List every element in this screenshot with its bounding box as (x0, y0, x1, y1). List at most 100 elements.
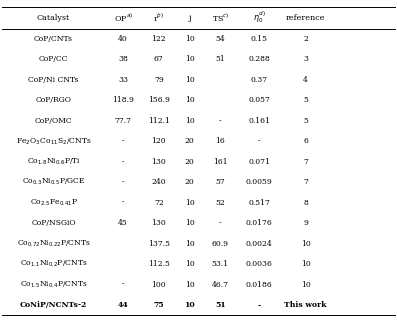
Text: 5: 5 (303, 96, 308, 104)
Text: 10: 10 (301, 240, 310, 248)
Text: 10: 10 (185, 76, 195, 84)
Text: 112.1: 112.1 (148, 117, 170, 125)
Text: 16: 16 (216, 137, 225, 145)
Text: 38: 38 (118, 56, 128, 63)
Text: 156.9: 156.9 (148, 96, 170, 104)
Text: 51: 51 (216, 56, 225, 63)
Text: 120: 120 (152, 137, 166, 145)
Text: 118.9: 118.9 (112, 96, 134, 104)
Text: 20: 20 (185, 178, 195, 186)
Text: reference: reference (286, 14, 326, 22)
Text: 10: 10 (185, 240, 195, 248)
Text: 0.517: 0.517 (248, 199, 270, 207)
Text: 7: 7 (303, 158, 308, 166)
Text: -: - (122, 137, 124, 145)
Text: 10: 10 (184, 301, 195, 309)
Text: 10: 10 (185, 117, 195, 125)
Text: -: - (122, 178, 124, 186)
Text: j: j (188, 14, 191, 22)
Text: 3: 3 (303, 56, 308, 63)
Text: 54: 54 (216, 35, 225, 43)
Text: 130: 130 (151, 219, 166, 227)
Text: 10: 10 (185, 219, 195, 227)
Text: 8: 8 (303, 199, 308, 207)
Text: CoP/NSGiO: CoP/NSGiO (31, 219, 76, 227)
Text: 51: 51 (215, 301, 225, 309)
Text: 10: 10 (301, 280, 310, 289)
Text: Catalyst: Catalyst (37, 14, 70, 22)
Text: 10: 10 (185, 260, 195, 268)
Text: CoP/RGO: CoP/RGO (36, 96, 71, 104)
Text: 100: 100 (152, 280, 166, 289)
Text: 112.5: 112.5 (148, 260, 170, 268)
Text: Co$_{0.3}$Ni$_{0.5}$P/GCE: Co$_{0.3}$Ni$_{0.5}$P/GCE (22, 177, 85, 188)
Text: r$^{b)}$: r$^{b)}$ (153, 11, 164, 24)
Text: 9: 9 (303, 219, 308, 227)
Text: This work: This work (284, 301, 327, 309)
Text: 0.0059: 0.0059 (246, 178, 272, 186)
Text: -: - (219, 117, 222, 125)
Text: -: - (122, 280, 124, 289)
Text: 57: 57 (216, 178, 225, 186)
Text: CoP/CNTs: CoP/CNTs (34, 35, 73, 43)
Text: OP$^{a)}$: OP$^{a)}$ (114, 11, 133, 24)
Text: Co$_{1.5}$Ni$_{0.4}$P/CNTs: Co$_{1.5}$Ni$_{0.4}$P/CNTs (19, 279, 88, 290)
Text: 0.0024: 0.0024 (246, 240, 272, 248)
Text: 10: 10 (185, 56, 195, 63)
Text: 44: 44 (118, 301, 129, 309)
Text: TS$^{c)}$: TS$^{c)}$ (212, 11, 229, 24)
Text: 77.7: 77.7 (115, 117, 131, 125)
Text: 53.1: 53.1 (212, 260, 229, 268)
Text: CoNiP/NCNTs-2: CoNiP/NCNTs-2 (20, 301, 87, 309)
Text: -: - (219, 219, 222, 227)
Text: 6: 6 (303, 137, 308, 145)
Text: 0.15: 0.15 (251, 35, 268, 43)
Text: 0.057: 0.057 (248, 96, 270, 104)
Text: 0.0186: 0.0186 (246, 280, 272, 289)
Text: 60.9: 60.9 (212, 240, 229, 248)
Text: 40: 40 (118, 35, 128, 43)
Text: 72: 72 (154, 199, 164, 207)
Text: CoP/CC: CoP/CC (39, 56, 68, 63)
Text: 20: 20 (185, 158, 195, 166)
Text: 10: 10 (185, 199, 195, 207)
Text: 4: 4 (303, 76, 308, 84)
Text: 79: 79 (154, 76, 164, 84)
Text: 161: 161 (213, 158, 227, 166)
Text: 137.5: 137.5 (148, 240, 170, 248)
Text: CoP/Ni CNTs: CoP/Ni CNTs (28, 76, 79, 84)
Text: 10: 10 (185, 96, 195, 104)
Text: 46.7: 46.7 (212, 280, 229, 289)
Text: 0.071: 0.071 (248, 158, 270, 166)
Text: 130: 130 (151, 158, 166, 166)
Text: 52: 52 (216, 199, 225, 207)
Text: 2: 2 (303, 35, 308, 43)
Text: 45: 45 (118, 219, 128, 227)
Text: -: - (258, 137, 260, 145)
Text: 0.288: 0.288 (248, 56, 270, 63)
Text: 0.0176: 0.0176 (246, 219, 272, 227)
Text: 67: 67 (154, 56, 164, 63)
Text: 7: 7 (303, 178, 308, 186)
Text: 75: 75 (154, 301, 164, 309)
Text: 20: 20 (185, 137, 195, 145)
Text: -: - (122, 199, 124, 207)
Text: 5: 5 (303, 117, 308, 125)
Text: Fe$_{2}$O$_{3}$Co$_{11}$S$_{2}$/CNTs: Fe$_{2}$O$_{3}$Co$_{11}$S$_{2}$/CNTs (16, 136, 91, 147)
Text: 10: 10 (185, 35, 195, 43)
Text: CoP/OMC: CoP/OMC (35, 117, 72, 125)
Text: Co$_{0.72}$Ni$_{0.22}$P/CNTs: Co$_{0.72}$Ni$_{0.22}$P/CNTs (17, 238, 91, 249)
Text: 10: 10 (185, 280, 195, 289)
Text: 33: 33 (118, 76, 128, 84)
Text: $\eta_{0}^{d)}$: $\eta_{0}^{d)}$ (253, 10, 265, 25)
Text: -: - (122, 158, 124, 166)
Text: 240: 240 (152, 178, 166, 186)
Text: 122: 122 (152, 35, 166, 43)
Text: Co$_{1.8}$Ni$_{0.6}$P/Ti: Co$_{1.8}$Ni$_{0.6}$P/Ti (27, 157, 81, 167)
Text: Co$_{2.5}$Fe$_{0.41}$P: Co$_{2.5}$Fe$_{0.41}$P (29, 198, 78, 208)
Text: Co$_{1.1}$Ni$_{0.2}$P/CNTs: Co$_{1.1}$Ni$_{0.2}$P/CNTs (20, 259, 87, 269)
Text: 0.0036: 0.0036 (246, 260, 272, 268)
Text: 0.161: 0.161 (248, 117, 270, 125)
Text: 10: 10 (301, 260, 310, 268)
Text: -: - (258, 301, 260, 309)
